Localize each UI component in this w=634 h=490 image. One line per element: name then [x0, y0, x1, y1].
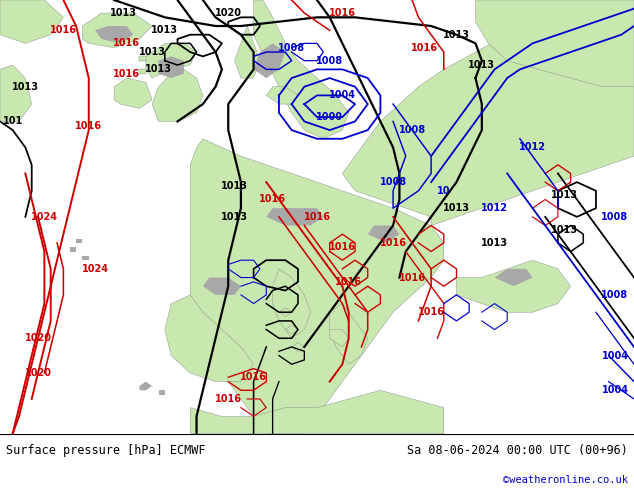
Text: 1016: 1016	[113, 38, 140, 49]
Text: 1013: 1013	[443, 30, 470, 40]
Polygon shape	[203, 277, 241, 295]
Polygon shape	[139, 70, 146, 74]
Polygon shape	[254, 44, 285, 78]
Polygon shape	[292, 343, 304, 351]
Text: Surface pressure [hPa] ECMWF: Surface pressure [hPa] ECMWF	[6, 444, 206, 457]
Polygon shape	[266, 87, 298, 104]
Text: 1013: 1013	[145, 64, 172, 74]
Polygon shape	[152, 70, 203, 122]
Text: 1024: 1024	[31, 212, 58, 222]
Polygon shape	[476, 0, 634, 87]
Text: 1008: 1008	[399, 125, 425, 135]
Text: 1013: 1013	[551, 190, 578, 200]
Polygon shape	[165, 295, 254, 382]
Polygon shape	[456, 260, 571, 312]
Text: 1016: 1016	[240, 372, 267, 382]
Text: Sa 08-06-2024 00:00 UTC (00+96): Sa 08-06-2024 00:00 UTC (00+96)	[407, 444, 628, 457]
Text: 1013: 1013	[481, 238, 508, 248]
Polygon shape	[82, 13, 152, 48]
Text: 1016: 1016	[113, 69, 140, 79]
Text: 1004: 1004	[329, 90, 356, 100]
Polygon shape	[114, 78, 152, 108]
Text: 1008: 1008	[316, 56, 343, 66]
Text: 1008: 1008	[278, 43, 305, 53]
Polygon shape	[158, 56, 184, 78]
Text: ©weatheronline.co.uk: ©weatheronline.co.uk	[503, 475, 628, 485]
Text: 1013: 1013	[551, 225, 578, 235]
Text: 1016: 1016	[50, 25, 77, 35]
Polygon shape	[190, 139, 444, 434]
Polygon shape	[495, 269, 533, 286]
Text: 1020: 1020	[25, 333, 51, 343]
Text: 1000: 1000	[316, 112, 343, 122]
Polygon shape	[330, 330, 349, 347]
Polygon shape	[266, 208, 323, 225]
Polygon shape	[70, 247, 76, 251]
Polygon shape	[190, 390, 444, 434]
Polygon shape	[158, 390, 165, 394]
Text: 1013: 1013	[221, 212, 248, 222]
Polygon shape	[285, 325, 298, 334]
Polygon shape	[342, 0, 634, 225]
Polygon shape	[254, 0, 349, 139]
Text: 1013: 1013	[443, 203, 470, 213]
Text: 1016: 1016	[75, 121, 102, 131]
Text: 1016: 1016	[215, 394, 242, 404]
Text: 1013: 1013	[221, 181, 248, 192]
Polygon shape	[82, 256, 89, 260]
Text: 1013: 1013	[469, 60, 495, 70]
Text: 1016: 1016	[335, 277, 362, 287]
Text: 1016: 1016	[329, 8, 356, 18]
Polygon shape	[76, 239, 82, 243]
Polygon shape	[279, 308, 292, 317]
Polygon shape	[95, 26, 133, 44]
Text: 1008: 1008	[602, 290, 628, 300]
Text: 1004: 1004	[602, 385, 628, 395]
Text: 1012: 1012	[481, 203, 508, 213]
Text: 1013: 1013	[12, 82, 39, 92]
Text: 1020: 1020	[215, 8, 242, 18]
Text: 1004: 1004	[602, 350, 628, 361]
Text: 1013: 1013	[110, 8, 137, 18]
Polygon shape	[139, 382, 152, 390]
Text: 10: 10	[437, 186, 451, 196]
Text: 1008: 1008	[380, 177, 406, 187]
Text: 1016: 1016	[418, 307, 444, 317]
Text: 1008: 1008	[602, 212, 628, 222]
Polygon shape	[235, 26, 260, 78]
Polygon shape	[146, 44, 197, 78]
Text: 1024: 1024	[82, 264, 108, 274]
Polygon shape	[0, 0, 63, 44]
Polygon shape	[368, 225, 399, 243]
Text: 1016: 1016	[304, 212, 330, 222]
Text: 1016: 1016	[399, 272, 425, 283]
Text: 1016: 1016	[380, 238, 406, 248]
Text: 1013: 1013	[139, 47, 165, 57]
Text: 1013: 1013	[152, 25, 178, 35]
Text: 1020: 1020	[25, 368, 51, 378]
Polygon shape	[273, 269, 311, 338]
Text: 1016: 1016	[411, 43, 438, 53]
Polygon shape	[0, 65, 32, 122]
Text: 1016: 1016	[329, 242, 356, 252]
Text: 1016: 1016	[259, 195, 286, 204]
Polygon shape	[139, 56, 146, 61]
Polygon shape	[330, 304, 368, 364]
Text: 101: 101	[3, 117, 23, 126]
Text: 1012: 1012	[519, 143, 546, 152]
